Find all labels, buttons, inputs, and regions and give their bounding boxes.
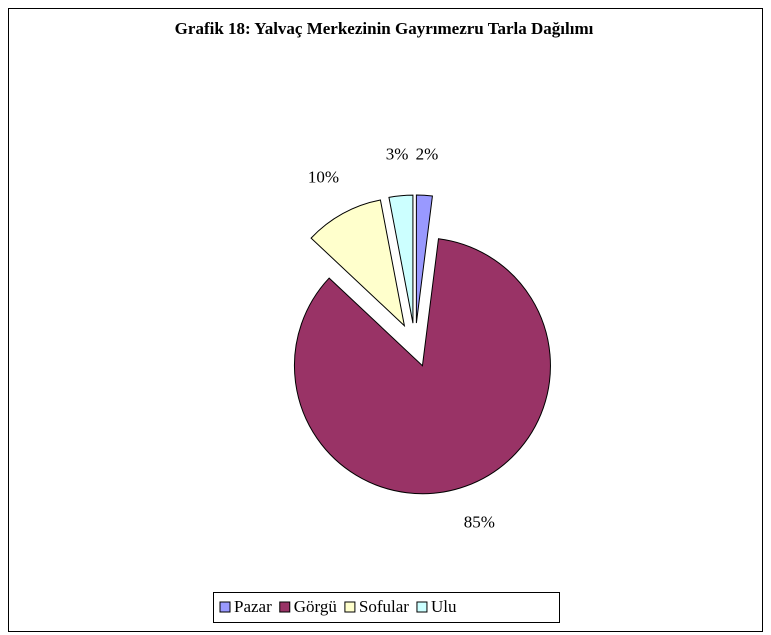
legend-swatch [416,601,428,613]
data-label: 85% [464,513,495,532]
pie-slice [415,194,433,324]
pie-slice [293,238,551,495]
legend-swatch [344,601,356,613]
legend-label: Görgü [294,597,338,616]
data-label: 3% [386,145,409,164]
legend-label: Ulu [431,597,457,616]
pie-slice [310,199,406,328]
data-label: 10% [308,167,339,186]
legend-label: Sofular [359,597,409,616]
legend-swatch [219,601,231,613]
legend-box [213,592,560,623]
chart-title: Grafik 18: Yalvaç Merkezinin Gayrımezru … [175,19,594,38]
chart-border [8,8,763,632]
data-label: 2% [416,144,439,163]
pie-slice [388,194,414,324]
legend-swatch [279,601,291,613]
legend-label: Pazar [234,597,272,616]
